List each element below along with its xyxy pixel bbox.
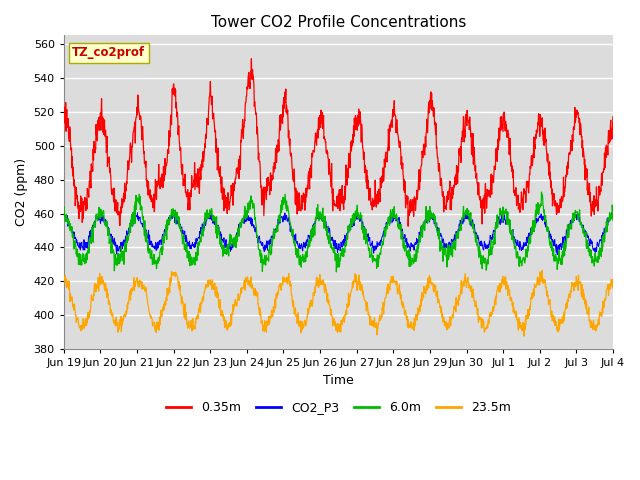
X-axis label: Time: Time — [323, 374, 354, 387]
Y-axis label: CO2 (ppm): CO2 (ppm) — [15, 158, 28, 227]
Legend: 0.35m, CO2_P3, 6.0m, 23.5m: 0.35m, CO2_P3, 6.0m, 23.5m — [161, 396, 516, 420]
Title: Tower CO2 Profile Concentrations: Tower CO2 Profile Concentrations — [211, 15, 466, 30]
Text: TZ_co2prof: TZ_co2prof — [72, 47, 145, 60]
